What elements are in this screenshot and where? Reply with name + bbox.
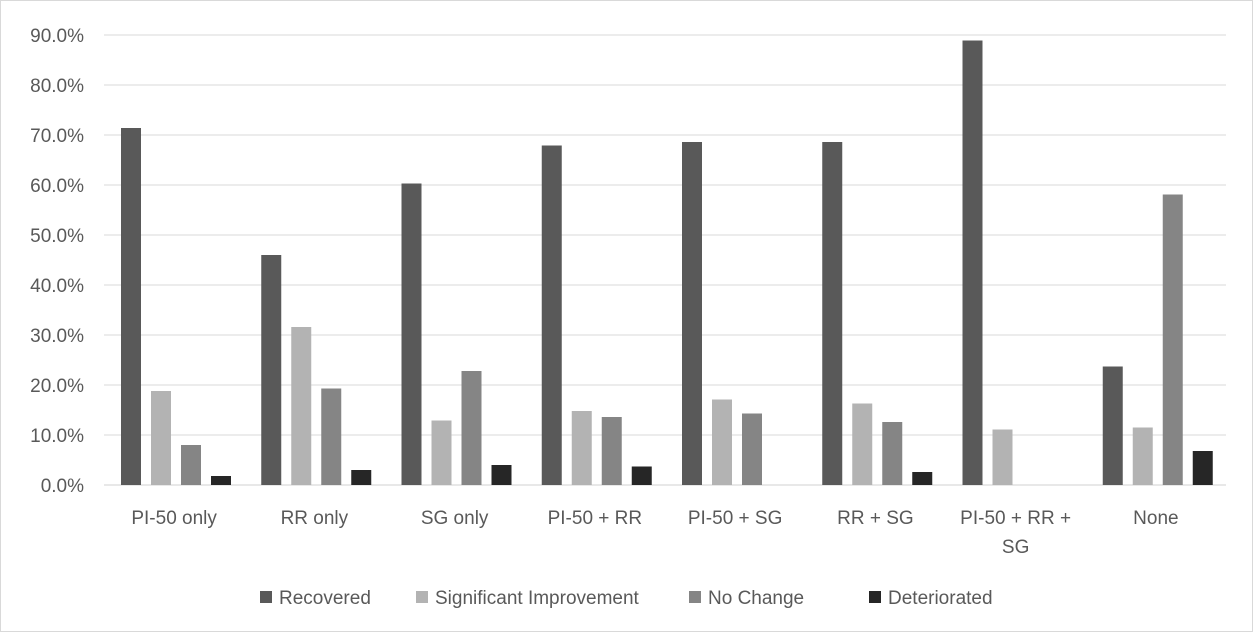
y-tick-label: 0.0%	[41, 476, 84, 497]
bar	[852, 403, 873, 485]
x-tick-label: PI-50 + SG	[688, 508, 783, 529]
bars	[121, 40, 1213, 485]
bar	[541, 145, 562, 485]
bar	[491, 465, 512, 485]
series-no-change	[181, 194, 1183, 485]
bar	[291, 327, 312, 485]
x-tick-label: PI-50 + RR	[548, 508, 643, 529]
bar	[1102, 366, 1123, 485]
y-axis-ticks: 0.0% 10.0% 20.0% 30.0% 40.0% 50.0% 60.0% 70.0% 8…	[30, 26, 84, 497]
bar	[321, 388, 342, 485]
bar	[631, 466, 652, 485]
bar	[992, 429, 1013, 485]
series-significant-improvement	[151, 327, 1153, 485]
x-tick-label: RR + SG	[837, 508, 914, 529]
bar	[912, 472, 933, 485]
series-recovered	[121, 40, 1123, 485]
y-tick-label: 50.0%	[30, 226, 84, 247]
legend-swatch	[416, 591, 428, 603]
series-deteriorated	[211, 451, 1213, 485]
bar	[1132, 427, 1153, 485]
y-tick-label: 10.0%	[30, 426, 84, 447]
legend-swatch	[689, 591, 701, 603]
gridlines	[104, 34, 1226, 486]
legend-item: Recovered	[260, 588, 371, 609]
y-tick-label: 80.0%	[30, 76, 84, 97]
legend-label: Deteriorated	[888, 588, 993, 609]
legend-label: No Change	[708, 588, 804, 609]
bar	[461, 371, 482, 485]
legend-swatch	[260, 591, 272, 603]
legend-item: Significant Improvement	[416, 588, 640, 609]
bar	[211, 476, 231, 485]
y-tick-label: 20.0%	[30, 376, 84, 397]
y-tick-label: 30.0%	[30, 326, 84, 347]
x-axis-ticks: PI-50 only RR only SG only PI-50 + RR PI-50 …	[131, 508, 1178, 558]
bar	[181, 445, 201, 485]
bar	[121, 128, 141, 485]
bar	[601, 417, 622, 485]
bar	[1192, 451, 1213, 485]
bar	[1162, 194, 1183, 485]
bar	[401, 183, 422, 485]
bar	[882, 422, 903, 485]
bar	[742, 413, 762, 485]
bar	[571, 411, 592, 485]
x-tick-label: SG only	[421, 508, 489, 529]
y-tick-label: 70.0%	[30, 126, 84, 147]
bar	[431, 420, 452, 485]
bar	[682, 142, 702, 485]
x-tick-label: None	[1133, 508, 1178, 529]
legend-item: Deteriorated	[869, 588, 993, 609]
legend-item: No Change	[689, 588, 804, 609]
bar	[962, 40, 983, 485]
x-tick-label: PI-50 only	[131, 508, 217, 529]
legend-label: Recovered	[279, 588, 371, 609]
bar	[351, 470, 372, 485]
legend-swatch	[869, 591, 881, 603]
x-tick-label: RR only	[281, 508, 349, 529]
bar	[712, 399, 732, 485]
y-tick-label: 90.0%	[30, 26, 84, 47]
y-tick-label: 40.0%	[30, 276, 84, 297]
bar	[261, 255, 282, 485]
bar	[822, 142, 843, 485]
legend-label: Significant Improvement	[435, 588, 640, 609]
x-tick-label: PI-50 + RR + SG	[960, 508, 1071, 558]
bar	[151, 391, 171, 485]
legend: Recovered Significant Improvement No Chang…	[260, 588, 993, 609]
y-tick-label: 60.0%	[30, 176, 84, 197]
